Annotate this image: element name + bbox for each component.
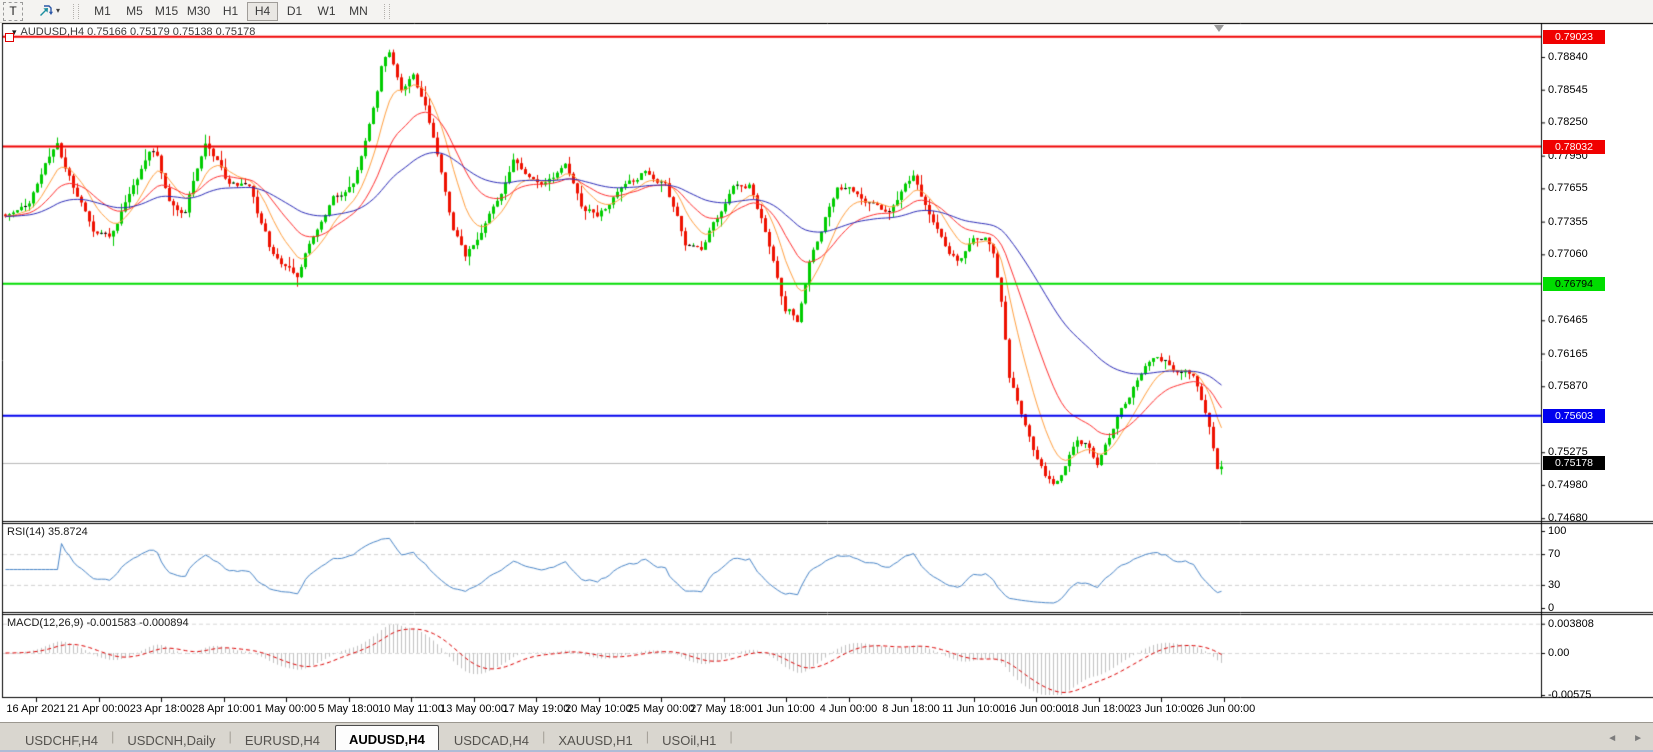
tab-scroll-left-icon[interactable]: ◄ xyxy=(1607,733,1618,744)
tab-separator: | xyxy=(729,729,733,744)
chart-tab-bar: USDCHF,H4 | USDCNH,Daily | EURUSD,H4 AUDUSD,H… xyxy=(0,722,1653,752)
date-tick-label: 4 Jun 00:00 xyxy=(819,703,878,715)
price-tick-label: 0.78840 xyxy=(1548,51,1588,63)
price-tick-label: 0.77655 xyxy=(1548,182,1588,195)
chevron-down-icon: ▾ xyxy=(56,6,61,15)
price-badge: 0.78032 xyxy=(1543,139,1605,154)
price-tick-label: 0.77355 xyxy=(1548,215,1588,228)
rsi-axis-label: 100 xyxy=(1548,525,1567,537)
timeframe-button-w1[interactable]: W1 xyxy=(317,4,336,18)
price-tick-label: 0.75870 xyxy=(1548,380,1588,393)
rsi-axis-label: 30 xyxy=(1548,578,1561,591)
timeframe-button-d1[interactable]: D1 xyxy=(286,4,303,18)
date-tick-label: 8 Jun 18:00 xyxy=(882,703,940,715)
timeframe-button-m5[interactable]: M5 xyxy=(126,4,143,18)
chart-canvas[interactable] xyxy=(0,23,1653,722)
price-tick-label: 0.77060 xyxy=(1548,248,1588,261)
toolbar-grip-2 xyxy=(384,3,391,19)
price-badge: 0.76794 xyxy=(1543,276,1605,291)
date-tick-label: 16 Apr 2021 xyxy=(6,703,66,715)
date-tick-label: 11 Jun 10:00 xyxy=(942,703,1005,715)
price-badge: 0.79023 xyxy=(1543,29,1605,44)
toolbar-grip xyxy=(73,3,80,19)
macd-name: MACD(12,26,9) xyxy=(7,617,84,629)
style-arrows-icon xyxy=(40,5,53,16)
chart-tab-usdcnh[interactable]: USDCNH,Daily xyxy=(127,733,216,748)
chart-tab-xauusd[interactable]: XAUUSD,H1 xyxy=(558,733,633,748)
tab-separator: | xyxy=(228,729,232,744)
date-tick-label: 28 Apr 10:00 xyxy=(192,703,255,715)
chart-shift-marker-icon xyxy=(1214,25,1224,32)
date-tick-label: 23 Apr 18:00 xyxy=(129,703,193,715)
chart-tabs: USDCHF,H4 | USDCNH,Daily | EURUSD,H4 AUDUSD,H… xyxy=(12,725,733,752)
date-tick-label: 26 Jun 00:00 xyxy=(1191,703,1256,715)
date-tick-label: 10 May 11:00 xyxy=(378,703,444,715)
top-toolbar: T ▾ M1 M5 M15 M30 H1 H4 D1 W1 MN xyxy=(0,0,1653,23)
symbol-ohlc-readout: AUDUSD,H4 0.75166 0.75179 0.75138 0.7517… xyxy=(20,26,256,38)
date-tick-label: 5 May 18:00 xyxy=(318,703,379,715)
price-tick-label: 0.74680 xyxy=(1548,512,1588,525)
macd-axis-label: 0.00 xyxy=(1548,647,1570,659)
rsi-axis-label: 0 xyxy=(1548,602,1555,614)
macd-axis-label: 0.003808 xyxy=(1548,617,1594,630)
date-tick-label: 27 May 18:00 xyxy=(690,703,757,715)
timeframe-button-m15[interactable]: M15 xyxy=(154,4,179,18)
price-tick-label: 0.78545 xyxy=(1548,83,1588,96)
date-tick-label: 21 Apr 00:00 xyxy=(67,703,130,715)
date-tick-label: 1 May 00:00 xyxy=(255,703,317,715)
one-click-trading-arrow-icon[interactable]: ▾ xyxy=(12,27,17,37)
rsi-axis-label: 70 xyxy=(1548,548,1561,561)
chart-tab-eurusd[interactable]: EURUSD,H4 xyxy=(244,733,320,748)
chart-tab-usdcad[interactable]: USDCAD,H4 xyxy=(453,733,529,748)
price-tick-label: 0.78250 xyxy=(1548,116,1588,129)
price-tick-label: 0.75275 xyxy=(1548,446,1588,459)
hline-drag-handle[interactable] xyxy=(5,33,14,42)
tab-scroll-right-icon[interactable]: ► xyxy=(1633,733,1643,744)
tab-separator: | xyxy=(645,729,650,744)
price-tick-label: 0.76465 xyxy=(1548,314,1588,327)
chart-title: ▾ AUDUSD,H4 0.75166 0.75179 0.75138 0.751… xyxy=(12,26,255,38)
price-tick-label: 0.74980 xyxy=(1548,478,1588,491)
rsi-current-value: 35.8724 xyxy=(47,526,88,538)
timeframe-button-group: M1 M5 M15 M30 H1 H4 D1 W1 MN xyxy=(87,1,374,21)
chart-tab-audusd[interactable]: AUDUSD,H4 xyxy=(335,725,439,752)
macd-current-values: -0.001583 -0.000894 xyxy=(86,617,189,629)
date-tick-label: 17 May 19:00 xyxy=(502,703,570,715)
tab-separator: | xyxy=(541,729,546,744)
tab-separator: | xyxy=(110,729,115,744)
date-tick-label: 18 Jun 18:00 xyxy=(1066,703,1131,715)
timeframe-button-h1[interactable]: H1 xyxy=(222,4,239,18)
price-badge: 0.75178 xyxy=(1543,455,1605,470)
price-tick-label: 0.76165 xyxy=(1548,347,1588,360)
macd-panel-label: MACD(12,26,9) -0.001583 -0.000894 xyxy=(7,617,189,629)
timeframe-button-m30[interactable]: M30 xyxy=(186,4,211,18)
tab-scroll-controls: ◄ ► xyxy=(1607,734,1643,744)
rsi-panel-label: RSI(14) 35.8724 xyxy=(7,526,88,538)
macd-axis-label: -0.00575 xyxy=(1548,689,1592,701)
timeframe-button-mn[interactable]: MN xyxy=(349,4,368,18)
rsi-name: RSI(14) xyxy=(7,526,45,538)
date-tick-label: 1 Jun 10:00 xyxy=(757,703,815,715)
chart-tab-usdchf[interactable]: USDCHF,H4 xyxy=(25,733,98,748)
timeframe-button-m1[interactable]: M1 xyxy=(94,4,111,18)
chart-tab-usoil[interactable]: USOil,H1 xyxy=(662,733,717,748)
text-tool-button[interactable]: T xyxy=(3,1,23,21)
date-tick-label: 20 May 10:00 xyxy=(565,703,632,715)
price-badge: 0.75603 xyxy=(1543,408,1605,423)
date-tick-label: 13 May 00:00 xyxy=(440,703,507,715)
date-tick-label: 23 Jun 10:00 xyxy=(1129,703,1193,715)
date-tick-label: 25 May 00:00 xyxy=(627,703,695,715)
timeframe-button-h4[interactable]: H4 xyxy=(247,1,279,21)
chart-style-button[interactable]: ▾ xyxy=(35,3,63,19)
date-tick-label: 16 Jun 00:00 xyxy=(1004,703,1068,715)
